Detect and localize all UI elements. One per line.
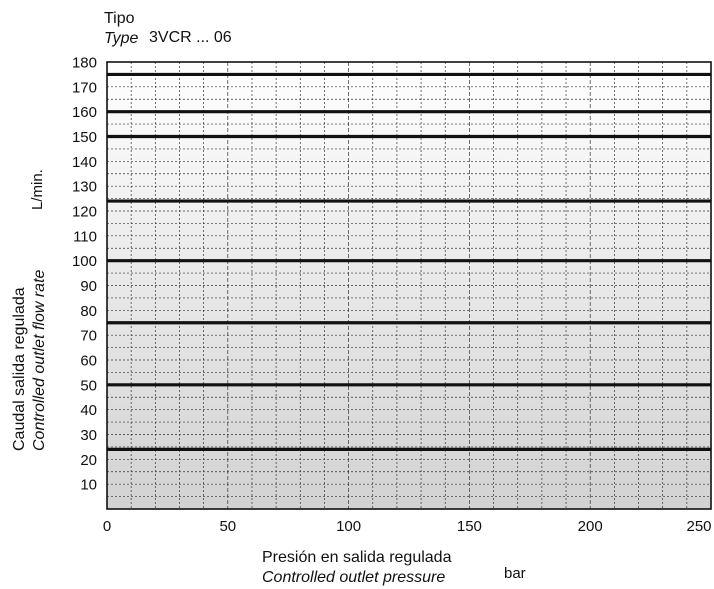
y-tick-label: 80 [80, 303, 97, 320]
y-axis-label-es: Caudal salida regulada [11, 287, 28, 451]
y-tick-label: 140 [72, 154, 97, 171]
y-tick-label: 20 [80, 452, 97, 469]
y-tick-label: 150 [72, 129, 97, 146]
x-tick-label: 50 [219, 518, 236, 535]
x-tick-labels: 0 50 100 150 200 250 [103, 518, 712, 535]
y-tick-label: 110 [73, 228, 97, 245]
y-tick-label: 90 [80, 278, 97, 295]
y-tick-label: 120 [72, 204, 97, 221]
x-unit-label: bar [504, 565, 526, 582]
x-tick-label: 250 [686, 518, 711, 535]
y-unit-label: L/min. [29, 169, 46, 210]
x-tick-label: 100 [336, 518, 361, 535]
type-label-en: Type [104, 30, 138, 47]
x-tick-label: 0 [103, 518, 111, 535]
y-tick-label: 30 [80, 427, 97, 444]
y-tick-labels: 10 20 30 40 50 60 70 80 90 100 110 120 130 140 150 160 1… [72, 55, 97, 494]
y-axis-label-en: Controlled outlet flow rate [31, 269, 48, 451]
x-tick-label: 150 [457, 518, 482, 535]
y-tick-label: 170 [72, 79, 97, 96]
y-tick-label: 130 [72, 179, 97, 196]
y-tick-label: 40 [80, 402, 97, 419]
y-tick-label: 160 [72, 104, 97, 121]
type-label-es: Tipo [104, 10, 135, 27]
y-tick-label: 70 [80, 328, 97, 345]
x-axis-label-es: Presión en salida regulada [262, 549, 452, 566]
model-code: 3VCR ... 06 [149, 29, 232, 46]
y-tick-label: 10 [80, 477, 97, 494]
x-axis-label-en: Controlled outlet pressure [262, 569, 445, 586]
plot-border [106, 61, 712, 510]
y-tick-label: 60 [80, 353, 97, 370]
y-tick-label: 50 [80, 377, 97, 394]
x-tick-label: 200 [578, 518, 603, 535]
y-tick-label: 180 [72, 55, 97, 72]
series-lines [107, 72, 711, 451]
y-tick-label: 100 [72, 253, 97, 270]
